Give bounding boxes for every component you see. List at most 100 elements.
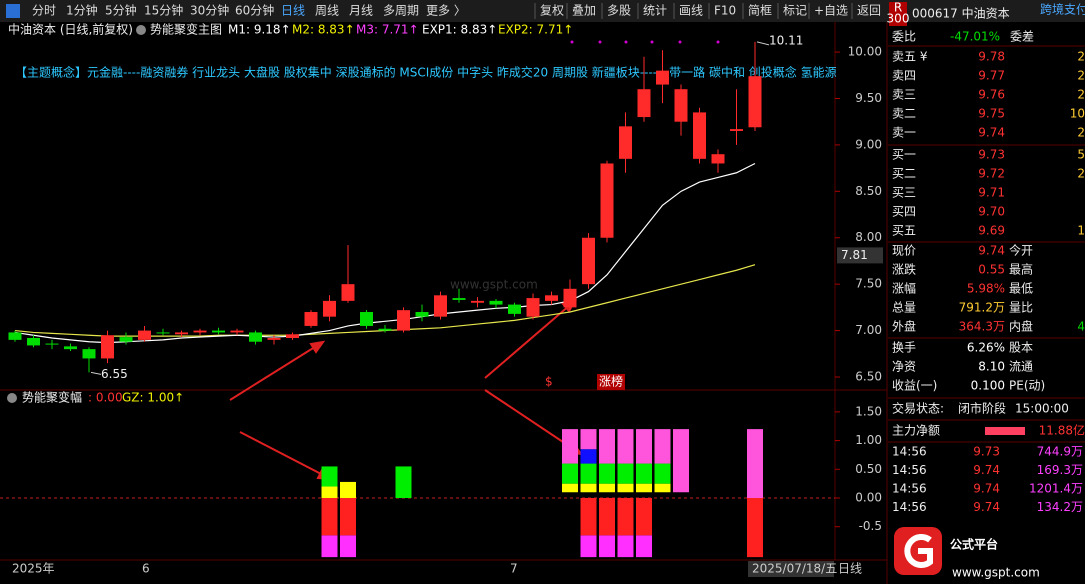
indicator-bar bbox=[636, 535, 652, 558]
toolbar-button[interactable]: 复权 bbox=[540, 4, 564, 18]
candle-body bbox=[748, 76, 762, 128]
indicator-bar bbox=[321, 498, 338, 536]
watermark: www.gspt.com bbox=[450, 278, 538, 292]
indicator-bar bbox=[580, 429, 597, 450]
code-badge-text: R bbox=[894, 1, 902, 15]
tick-time: 14:56 bbox=[892, 482, 927, 496]
time-label: 2025/07/18/五 bbox=[752, 562, 837, 576]
toolbar-button[interactable]: 标记 bbox=[783, 4, 807, 18]
time-label: 7 bbox=[510, 562, 518, 576]
indicator-name: 势能聚变主图 bbox=[150, 22, 222, 37]
toolbar-tab[interactable]: 分时 bbox=[32, 4, 56, 18]
indicator-tick-label: 1.50 bbox=[855, 404, 882, 418]
flow-label: 主力净额 bbox=[892, 424, 940, 438]
candle-body bbox=[563, 288, 577, 308]
tick-price: 9.73 bbox=[973, 445, 1000, 459]
book-price: 9.72 bbox=[978, 167, 1005, 181]
stat-value: 364.3万 bbox=[959, 320, 1005, 334]
indicator-bar bbox=[562, 429, 578, 464]
tick-volume: 169.3万 bbox=[1037, 463, 1083, 477]
tick-time: 14:56 bbox=[892, 445, 927, 459]
book-level: 卖五 ¥ bbox=[892, 50, 928, 64]
toolbar-tab[interactable]: 更多 〉 bbox=[426, 4, 466, 18]
toolbar-tab[interactable]: 周线 bbox=[315, 4, 339, 18]
candle-body bbox=[156, 332, 170, 334]
toolbar-tab[interactable]: 15分钟 bbox=[144, 3, 183, 18]
toolbar-button[interactable]: 画线 bbox=[679, 4, 703, 18]
book-level: 买三 bbox=[892, 186, 916, 200]
candle-body bbox=[27, 338, 40, 346]
flow-bar bbox=[985, 427, 1025, 435]
candle-body bbox=[415, 312, 429, 317]
candle-body bbox=[341, 284, 355, 301]
candle-body bbox=[711, 154, 725, 164]
stat-value: 8.10 bbox=[978, 360, 1005, 374]
toolbar-tab[interactable]: 日线 bbox=[281, 4, 305, 18]
toolbar-tab[interactable]: 5分钟 bbox=[105, 3, 137, 18]
toolbar-tab[interactable]: 多周期 bbox=[383, 4, 419, 18]
toolbar-button[interactable]: 叠加 bbox=[572, 4, 596, 18]
toolbar-tab[interactable]: 1分钟 bbox=[66, 3, 98, 18]
stat-label: 最低 bbox=[1009, 282, 1033, 296]
toolbar-tab[interactable]: 60分钟 bbox=[235, 3, 274, 18]
candle-body bbox=[82, 349, 96, 359]
flow-value: 11.88亿 bbox=[1039, 423, 1085, 438]
code-badge-text: 300 bbox=[887, 12, 910, 26]
indicator-tick-label: 0.50 bbox=[855, 462, 882, 476]
menu-icon[interactable] bbox=[6, 4, 20, 18]
indicator-reading: GZ: 1.00↑ bbox=[122, 391, 184, 405]
stat-label: 换手 bbox=[892, 341, 916, 355]
indicator-bar bbox=[580, 498, 597, 536]
candle-body bbox=[600, 163, 614, 238]
logo-title: 公式平台 bbox=[950, 537, 998, 552]
price-marker-box bbox=[837, 247, 883, 264]
price-marker-label: 7.81 bbox=[841, 248, 868, 262]
stat-label: 涨跌 bbox=[892, 262, 916, 277]
candle-body bbox=[471, 300, 484, 303]
indicator-bar bbox=[617, 483, 634, 493]
book-volume: 2 bbox=[1077, 167, 1085, 181]
book-price: 9.71 bbox=[978, 186, 1005, 200]
candle-body bbox=[619, 126, 632, 159]
toolbar-button[interactable]: 返回 bbox=[857, 4, 881, 18]
book-volume: 10 bbox=[1070, 107, 1085, 121]
signal-icon: $ bbox=[545, 375, 553, 389]
book-level: 买五 bbox=[892, 224, 916, 238]
candle-body bbox=[730, 129, 743, 131]
toolbar-button[interactable]: +自选 bbox=[814, 4, 848, 18]
toolbar-button[interactable]: 简框 bbox=[748, 4, 772, 18]
candle-body bbox=[693, 112, 706, 159]
tick-volume: 134.2万 bbox=[1037, 500, 1083, 514]
indicator-bar bbox=[580, 483, 597, 493]
weibi-label: 委比 bbox=[892, 30, 916, 44]
book-level: 买二 bbox=[892, 167, 916, 181]
indicator-param: EXP1: 8.83↑ bbox=[422, 23, 497, 37]
book-price: 9.75 bbox=[978, 107, 1005, 121]
price-tick-label: 9.00 bbox=[855, 137, 882, 151]
stat-label: 外盘 bbox=[892, 319, 916, 334]
indicator-bar bbox=[617, 535, 634, 558]
toolbar-button[interactable]: F10 bbox=[714, 4, 736, 18]
indicator-param: M3: 7.71↑ bbox=[356, 23, 419, 37]
toolbar-tab[interactable]: 月线 bbox=[349, 4, 373, 18]
candle-body bbox=[286, 334, 299, 339]
high-pointer bbox=[756, 41, 770, 46]
indicator-bar bbox=[636, 483, 652, 493]
indicator-icon bbox=[136, 25, 146, 35]
time-label: 2025年 bbox=[12, 562, 55, 576]
stock-title: 中油资本 (日线,前复权) bbox=[8, 22, 133, 37]
indicator-bar bbox=[321, 466, 338, 487]
indicator-tick-label: 1.00 bbox=[855, 433, 882, 447]
stat-value: 6.26% bbox=[967, 341, 1005, 355]
toolbar-button[interactable]: 统计 bbox=[643, 4, 667, 18]
stat-label: 净资 bbox=[892, 360, 916, 374]
book-volume: 5 bbox=[1077, 148, 1085, 162]
candle-body bbox=[545, 295, 558, 301]
book-volume: 1 bbox=[1077, 224, 1085, 238]
badge-box bbox=[597, 374, 625, 390]
toolbar-tab[interactable]: 30分钟 bbox=[190, 3, 229, 18]
tick-volume: 744.9万 bbox=[1037, 445, 1083, 459]
indicator-bar bbox=[599, 535, 615, 558]
toolbar-button[interactable]: 多股 bbox=[607, 4, 631, 18]
status-label: 交易状态: bbox=[892, 401, 944, 416]
